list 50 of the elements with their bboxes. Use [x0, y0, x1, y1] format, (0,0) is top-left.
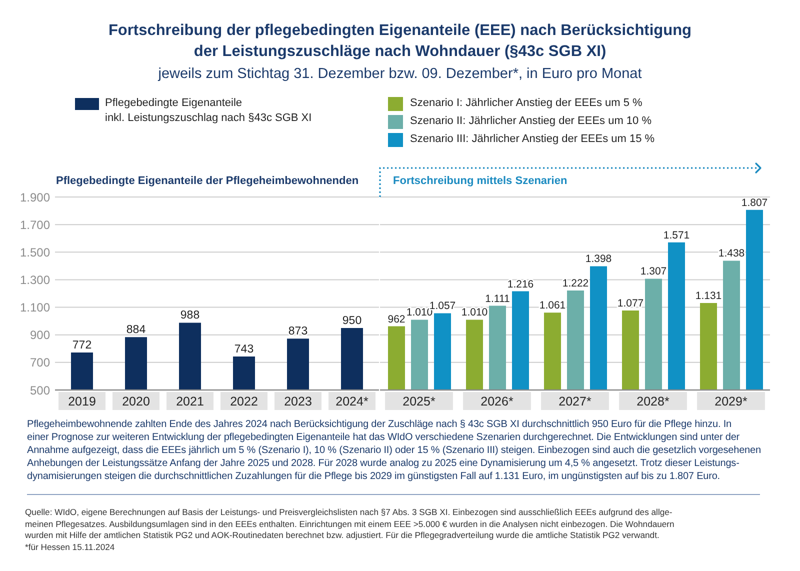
source-note: Quelle: WIdO, eigene Berechnungen auf Basis der Leistungs- und Preisvergleichslisten nach §7 Abs. 3 SGB XI. Einbezogen sind ausschließlich EEEs aufgrund des allge- meinen Pflegesatzes. Ausbildungsumlagen sind in den EEEs enthalten. Einrichtungen mit einem EEE >5.000 € wurden in die Analysen nicht einbezogen. Die Wohndauern wurden mit Hilfe der amtlichen Statistik PG2 und AOK-Routinedaten berechnet bzw. adjustiert. Für die Pflegegradverteilung wurde die amtliche Statistik PG2 verwandt. [25, 507, 674, 542]
chart-title: Fortschreibung der pflegebedingten Eigenanteile (EEE) nach Berücksichtigung der Leistungszuschläge nach Wohndauer (§43c SGB XI) [107, 21, 693, 62]
data-label: 1.131 [695, 290, 722, 302]
data-label: 1.807 [741, 196, 768, 209]
y-tick-label: 1.500 [20, 245, 50, 260]
legend-label: Szenario II: Jährlicher Anstieg der EEEs um 10 % [410, 114, 652, 129]
data-label: 1.398 [585, 253, 612, 266]
x-tick-label: 2022 [230, 394, 258, 408]
x-tick-label: 2026* [480, 394, 514, 408]
x-tick-label: 2019 [68, 394, 96, 408]
data-label: 873 [288, 326, 308, 338]
data-label: 1.438 [718, 248, 745, 260]
chart-subtitle: jeweils zum Stichtag 31. Dezember bzw. 09. Dezember*, in Euro pro Monat [156, 65, 643, 84]
y-tick-label: 900 [30, 328, 50, 342]
data-label: 743 [234, 344, 254, 356]
y-tick-label: 700 [30, 356, 50, 370]
text: Pflegeheimbewohnende zahlten Ende des Jahres 2024 nach Berücksichtigung der Zuschläge nach § 43c SGB XI durchschnittlich 950 Euro für die Pflege hinzu. In einer Prognose zur weiteren Entwicklung der pflegebedingten Eigenanteile hat das WIdO verschiedene Szenarien durchgerechnet. Die Entwicklungen sind unter der Annahme aufgezeigt, dass die EEEs jährlich um 5 % (Szenario I), 10 % (Szenario II) oder 15 % (Szenario III) steigen. Einbezogen sind auch die gesetzlich vorgesehenen Anhebungen der Leistungssätze Anfang der Jahre 2025 und 2028. Für 2028 wurde analog zu 2025 eine Dynamisierung um 4,5 % angesetzt. Trotz dieser Leistungs- dynamisierungen steigen die durchschnittlichen Zuzahlungen für die Pflege bis 2029 im günstigsten Fall auf 1.131 Euro, im ungünstigsten auf bis zu 1.807 Euro. [27, 418, 761, 483]
x-tick-label: 2028* [636, 394, 670, 408]
data-label: 1.216 [507, 278, 534, 290]
x-tick-label: 2020 [122, 394, 150, 408]
y-tick-label: 1.300 [20, 272, 50, 287]
y-tick-label: 1.900 [20, 190, 50, 204]
legend-label: Pflegebedingte Eigenanteile inkl. Leistungszuschlag nach §43c SGB XI [105, 96, 312, 126]
data-label: 962 [388, 313, 406, 326]
data-label: 1.057 [429, 300, 456, 312]
data-label: 1.222 [562, 277, 589, 290]
x-tick-label: 2027* [558, 394, 592, 408]
text: Fortschreibung mittels Szenarien [393, 175, 568, 187]
y-tick-label: 500 [30, 383, 50, 398]
data-label: 1.307 [640, 266, 667, 278]
data-label: 1.061 [539, 300, 566, 312]
legend-label: Szenario III: Jährlicher Anstieg der EEEs um 15 % [410, 132, 655, 147]
data-label: 884 [126, 324, 146, 336]
data-label: 988 [180, 310, 200, 322]
data-label: 1.111 [485, 292, 510, 305]
data-label: 1.077 [617, 297, 644, 310]
data-label: 1.010 [461, 306, 488, 319]
text: Pflegebedingte Eigenanteile der Pflegeheimbewohnenden [56, 175, 359, 187]
x-tick-label: 2021 [176, 394, 204, 408]
y-tick-label: 1.100 [20, 300, 50, 315]
data-label: 950 [342, 314, 362, 327]
text: *für Hessen 15.11.2024 [25, 542, 116, 553]
data-label: 772 [72, 340, 92, 352]
data-label: 1.571 [663, 229, 690, 242]
x-tick-label: 2024* [336, 394, 368, 408]
legend-label: Szenario I: Jährlicher Anstieg der EEEs um 5 % [410, 96, 642, 111]
x-tick-label: 2029* [714, 394, 748, 408]
y-tick-label: 1.700 [20, 218, 50, 232]
x-tick-label: 2023 [284, 394, 312, 408]
x-tick-label: 2025* [402, 394, 436, 408]
